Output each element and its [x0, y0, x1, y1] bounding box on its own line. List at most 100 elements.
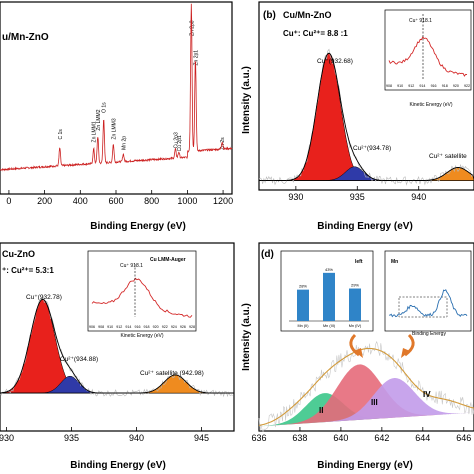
inset-tick-label: 916: [431, 84, 437, 88]
x-tick-label: 638: [292, 433, 307, 443]
peak-annotation: C 1s: [58, 129, 64, 140]
peak-annotation: Cu 2p1: [177, 135, 183, 151]
raw-spectrum: [258, 48, 474, 186]
auger-inset: Cu⁺ 918.1 908 910 912 914 916 918 920 922 Kinet…: [384, 9, 472, 108]
ratio-text: ⁺: Cu²⁺= 5.3:1: [2, 266, 54, 275]
inset-x-title: Kinetic Energy (eV): [409, 102, 452, 108]
plot-frame: [0, 242, 235, 432]
envelope-line: [259, 52, 474, 182]
inset-peak-label: Cu⁺ 918.1: [120, 263, 143, 269]
inset-x-title: Kinetic Energy (eV): [120, 333, 163, 339]
component-label-ii: II: [319, 406, 323, 415]
panel-label: (d): [261, 249, 274, 260]
peak-annotation: Zn LMM2: [96, 109, 102, 130]
x-tick-label: 930: [288, 192, 303, 202]
fitted-components: [259, 364, 474, 427]
inset-peak-label: Cu⁺ 918.1: [409, 18, 432, 24]
panel-d: (d) Intensity (a.u.) II III IV left 28% M…: [241, 242, 474, 471]
peak-annotation: Mn 2p: [121, 136, 127, 150]
peak-annotation: Cu 2p3: [173, 132, 179, 148]
inset-tick-label: 928: [189, 325, 195, 329]
component-fill-1: [259, 364, 474, 427]
x-axis-title: Binding Energy (eV): [70, 460, 166, 471]
inset-tick-label: 916: [134, 325, 140, 329]
x-tick-label: 600: [108, 196, 123, 206]
peak-label-cu2: Cu²⁺(934.78): [353, 145, 391, 152]
component-label-iv: IV: [423, 390, 431, 399]
x-tick-label: 640: [333, 433, 348, 443]
bar-category-label: Mn (IV): [349, 324, 362, 328]
auger-inset: Cu LMM-Auger Cu⁺ 918.1 906 908 910 912 914 91…: [87, 250, 197, 339]
chart-title: Cu-ZnO: [2, 249, 35, 259]
inset-tick-label: 918: [442, 84, 448, 88]
peak-label-cu1: Cu⁺(932.78): [26, 294, 62, 301]
x-axis-title: Binding Energy (eV): [317, 221, 413, 232]
plot-frame: [0, 1, 233, 195]
peak-label-cu2: Cu²⁺(934.88): [60, 356, 98, 363]
peak-label-sat: Cu²⁺ satellite (942.98): [140, 370, 204, 377]
x-ticks: 930 935 940 945: [0, 427, 209, 443]
x-tick-label: 400: [73, 196, 88, 206]
inset-tick-label: 922: [464, 84, 470, 88]
panel-label: (b): [263, 10, 276, 21]
peak-label-sat: Cu²⁺ satellite: [429, 153, 467, 160]
chart-title: u/Mn-ZnO: [2, 32, 49, 43]
panel-c: Cu-ZnO ⁺: Cu²⁺= 5.3:1 Cu⁺(932.78) Cu²⁺(9…: [0, 242, 235, 471]
inset-tick-label: 908: [386, 84, 392, 88]
left-arrow-head: [354, 348, 363, 358]
peak-annotation: Zn 2p1: [193, 50, 199, 66]
bar-category-label: Mn (II): [298, 324, 310, 328]
x-ticks: 636 638 640 642 644 646: [251, 427, 471, 443]
y-axis-title: Intensity (a.u.): [241, 303, 252, 371]
x-tick-label: 642: [374, 433, 389, 443]
x-axis-title: Binding Energy (eV): [90, 221, 186, 232]
peak-annotation: Zn LMM3: [111, 118, 117, 139]
component-fill-2: [259, 378, 474, 427]
bar-value-label: 29%: [351, 283, 359, 288]
left-curved-arrow: [349, 333, 360, 357]
inset-tick-label: 912: [116, 325, 122, 329]
x-tick-label: 200: [37, 196, 52, 206]
inset-tick-label: 922: [162, 325, 168, 329]
x-tick-label: 0: [6, 196, 11, 206]
bar-1: [323, 272, 335, 321]
inset-tick-label: 906: [89, 325, 95, 329]
inset-tick-label: 920: [153, 325, 159, 329]
component-label-iii: III: [371, 398, 378, 407]
inset-tick-label: 914: [125, 325, 131, 329]
line-inset-title: Mn: [391, 259, 398, 265]
inset-tick-label: 914: [419, 84, 425, 88]
bar-category-label: Mn (III): [323, 324, 336, 328]
x-tick-label: 930: [0, 433, 14, 443]
bar-inset-title: left: [355, 259, 363, 265]
x-tick-label: 800: [144, 196, 159, 206]
envelope-line: [258, 347, 474, 427]
inset-line: [388, 289, 468, 318]
inset-tick-label: 912: [408, 84, 414, 88]
x-tick-label: 646: [456, 433, 471, 443]
bar-2: [349, 288, 361, 321]
inset-tick-label: 920: [453, 84, 459, 88]
bar-series: 28% Mn (II) 43% Mn (III) 29% Mn (IV): [297, 267, 362, 328]
y-axis-title: Intensity (a.u.): [241, 66, 252, 134]
x-tick-label: 1000: [177, 196, 197, 206]
x-tick-label: 644: [415, 433, 430, 443]
right-curved-arrow: [404, 333, 415, 357]
envelope-line: [0, 298, 233, 394]
bar-value-label: 43%: [325, 267, 333, 272]
x-tick-label: 935: [350, 192, 365, 202]
peak-annotation: O 1s: [102, 102, 108, 113]
inset-line: [91, 277, 193, 318]
panel-b: (b) Cu/Mn-ZnO Cu⁺: Cu²⁺= 8.8 :1 Intensit…: [241, 1, 474, 232]
inset-tick-label: 918: [144, 325, 150, 329]
inset-tick-label: 908: [98, 325, 104, 329]
x-axis-title: Binding Energy (eV): [317, 460, 413, 471]
inset-title: Cu LMM-Auger: [150, 257, 186, 263]
x-tick-label: 935: [64, 433, 79, 443]
line-inset-x-title: Binding Energy: [412, 331, 446, 337]
raw-spectrum: [0, 295, 233, 398]
ratio-text: Cu⁺: Cu²⁺= 8.8 :1: [283, 29, 348, 38]
plot-frame: [258, 242, 474, 432]
x-tick-label: 1200: [213, 196, 233, 206]
